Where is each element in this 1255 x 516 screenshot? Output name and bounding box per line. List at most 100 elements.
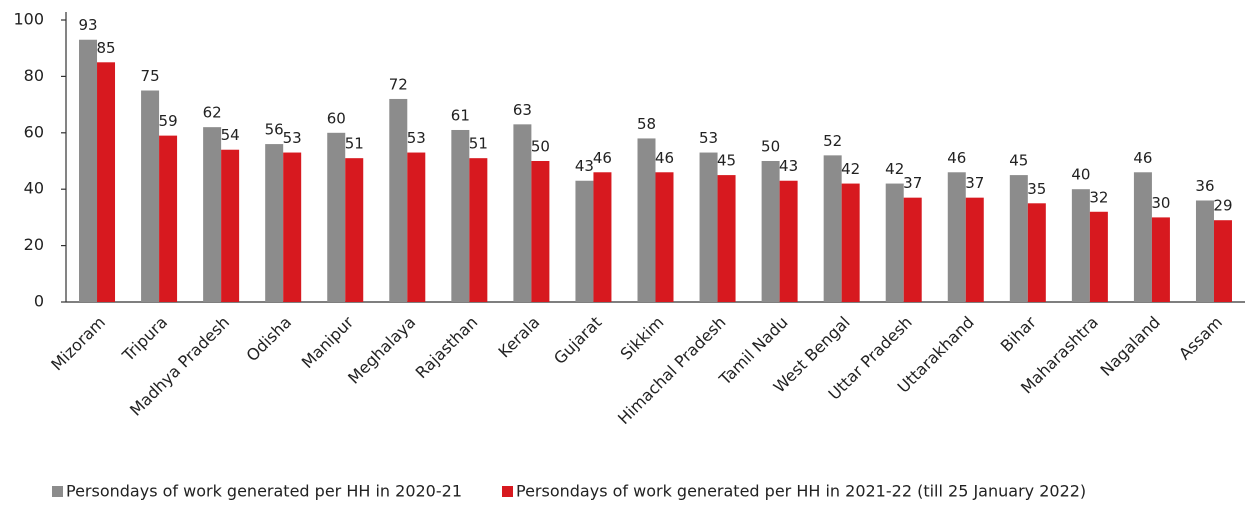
bar bbox=[885, 183, 904, 302]
x-tick-label: Odisha bbox=[243, 313, 296, 366]
legend-swatch bbox=[502, 486, 513, 497]
bar bbox=[1195, 200, 1214, 302]
bar bbox=[761, 161, 780, 302]
bar bbox=[1027, 203, 1046, 302]
value-label: 51 bbox=[469, 135, 488, 153]
legend-label: Persondays of work generated per HH in 2… bbox=[516, 482, 1086, 501]
bar bbox=[265, 144, 284, 302]
x-tick-label: Manipur bbox=[298, 312, 358, 372]
bar bbox=[79, 39, 98, 303]
value-label: 53 bbox=[699, 129, 718, 147]
x-tick-label: Himachal Pradesh bbox=[614, 313, 730, 429]
value-label: 54 bbox=[221, 126, 240, 144]
bar bbox=[593, 172, 612, 302]
value-label: 42 bbox=[841, 160, 860, 178]
value-label: 50 bbox=[761, 138, 780, 156]
x-tick-label: Sikkim bbox=[616, 313, 667, 364]
value-label: 61 bbox=[451, 106, 470, 124]
y-tick-label: 80 bbox=[24, 66, 44, 85]
value-label: 50 bbox=[531, 138, 550, 156]
legend-label: Persondays of work generated per HH in 2… bbox=[66, 482, 462, 501]
value-label: 63 bbox=[513, 101, 532, 119]
bar bbox=[531, 161, 550, 302]
bar bbox=[327, 132, 346, 302]
bar bbox=[345, 158, 364, 302]
bar bbox=[575, 180, 594, 302]
bar bbox=[1133, 172, 1152, 302]
x-tick-label: Meghalaya bbox=[344, 313, 419, 388]
x-tick-label: Gujarat bbox=[550, 313, 605, 368]
x-tick-label: Rajasthan bbox=[412, 313, 482, 383]
value-label: 60 bbox=[327, 109, 346, 127]
bar bbox=[655, 172, 674, 302]
x-tick-label: Nagaland bbox=[1097, 313, 1164, 380]
bar bbox=[1089, 211, 1108, 302]
x-tick-label: Tripura bbox=[118, 313, 171, 366]
bar bbox=[965, 197, 984, 302]
bar bbox=[203, 127, 222, 302]
value-label: 53 bbox=[283, 129, 302, 147]
bar bbox=[221, 149, 240, 302]
value-label: 35 bbox=[1027, 180, 1046, 198]
bar bbox=[637, 138, 656, 302]
bar bbox=[141, 90, 160, 302]
x-tick-label: Mizoram bbox=[47, 313, 109, 375]
value-label: 46 bbox=[947, 149, 966, 167]
value-label: 46 bbox=[1133, 149, 1152, 167]
value-label: 51 bbox=[345, 135, 364, 153]
value-label: 46 bbox=[593, 149, 612, 167]
x-tick-label: Kerala bbox=[494, 313, 543, 362]
x-tick-label: Assam bbox=[1175, 313, 1226, 364]
y-tick-label: 0 bbox=[34, 292, 44, 311]
bar bbox=[469, 158, 488, 302]
bar bbox=[407, 152, 426, 302]
bar bbox=[903, 197, 922, 302]
value-label: 43 bbox=[779, 157, 798, 175]
value-label: 56 bbox=[265, 121, 284, 139]
value-label: 59 bbox=[159, 112, 178, 130]
value-label: 42 bbox=[885, 160, 904, 178]
value-label: 29 bbox=[1213, 197, 1232, 215]
bar bbox=[823, 155, 842, 302]
value-label: 40 bbox=[1071, 166, 1090, 184]
value-label: 36 bbox=[1195, 177, 1214, 195]
value-label: 62 bbox=[203, 104, 222, 122]
value-label: 32 bbox=[1089, 188, 1108, 206]
value-label: 45 bbox=[717, 152, 736, 170]
value-label: 52 bbox=[823, 132, 842, 150]
bar bbox=[841, 183, 860, 302]
value-label: 75 bbox=[141, 67, 160, 85]
bar bbox=[1009, 175, 1028, 302]
bar bbox=[283, 152, 302, 302]
y-tick-label: 60 bbox=[24, 122, 44, 141]
value-label: 85 bbox=[96, 39, 115, 57]
bar bbox=[947, 172, 966, 302]
value-label: 53 bbox=[407, 129, 426, 147]
bar bbox=[451, 129, 470, 302]
value-label: 30 bbox=[1151, 194, 1170, 212]
bar bbox=[159, 135, 178, 302]
x-tick-label: Bihar bbox=[997, 312, 1040, 355]
y-tick-label: 20 bbox=[24, 235, 44, 254]
bar bbox=[1213, 220, 1232, 302]
bar bbox=[1071, 189, 1090, 302]
bar bbox=[717, 175, 736, 302]
y-tick-label: 100 bbox=[13, 10, 44, 29]
value-label: 45 bbox=[1009, 152, 1028, 170]
bar bbox=[1151, 217, 1170, 302]
value-label: 72 bbox=[389, 75, 408, 93]
bar bbox=[97, 62, 116, 302]
legend-swatch bbox=[52, 486, 63, 497]
value-label: 37 bbox=[965, 174, 984, 192]
value-label: 37 bbox=[903, 174, 922, 192]
bar bbox=[699, 152, 718, 302]
value-label: 58 bbox=[637, 115, 656, 133]
bar bbox=[389, 98, 408, 303]
value-label: 43 bbox=[575, 157, 594, 175]
value-label: 93 bbox=[78, 16, 97, 34]
bar bbox=[513, 124, 532, 302]
bar bbox=[779, 180, 798, 302]
value-label: 46 bbox=[655, 149, 674, 167]
y-tick-label: 40 bbox=[24, 179, 44, 198]
